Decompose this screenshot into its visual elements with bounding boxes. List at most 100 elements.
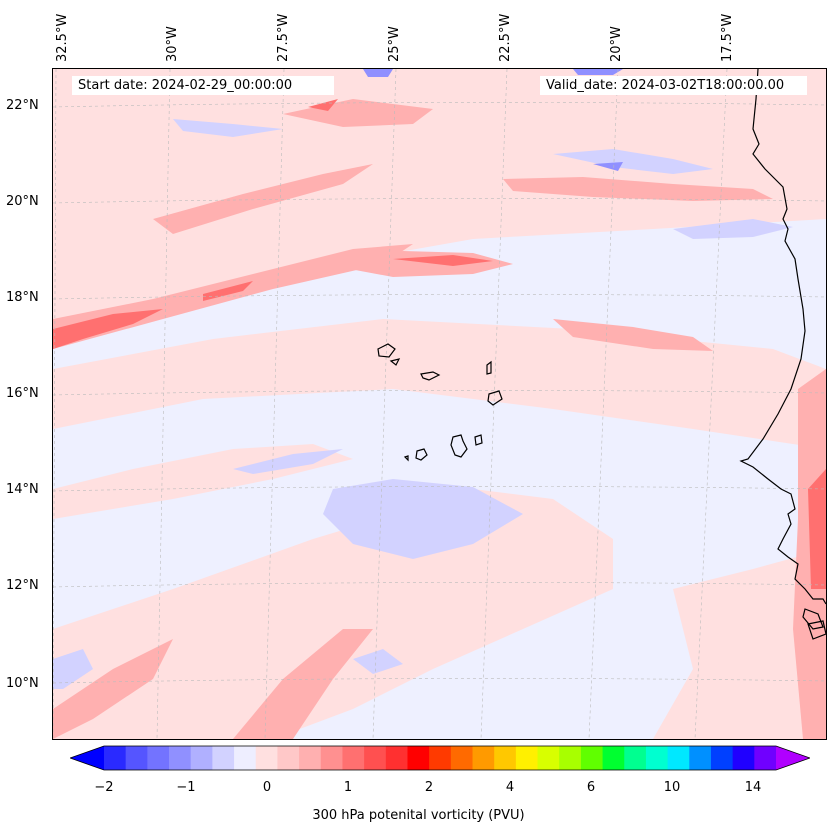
- valid-date-label: Valid_date: 2024-03-02T18:00:00.00: [540, 76, 807, 95]
- graticule-parallel: [53, 678, 826, 684]
- cape-verde-island: [486, 360, 492, 375]
- pv-streak-moderate-positive: [553, 319, 713, 351]
- graticule-parallel: [53, 294, 826, 300]
- pv-patch-light-negative: [53, 649, 93, 689]
- lon-label: 30°W: [165, 26, 180, 62]
- colorbar-swatch: [125, 746, 148, 770]
- lon-label: 25°W: [387, 26, 402, 62]
- lat-label: 20°N: [6, 194, 39, 209]
- lat-label: 14°N: [6, 482, 39, 497]
- start-date-label: Start date: 2024-02-29_00:00:00: [72, 76, 334, 95]
- colorbar-swatch: [710, 746, 734, 770]
- colorbar-tick-label: 1: [343, 780, 353, 795]
- colorbar-swatch: [689, 746, 712, 770]
- colorbar-swatch: [169, 746, 192, 770]
- colorbar-swatch: [515, 746, 539, 770]
- pv-patch-moderate-negative: [573, 69, 623, 75]
- colorbar-tick-label: 4: [505, 780, 515, 795]
- colorbar-swatch: [667, 746, 690, 770]
- colorbar-swatch: [320, 746, 343, 770]
- colorbar-tick-label: −2: [94, 780, 114, 795]
- pv-streak-moderate-positive: [793, 369, 826, 739]
- colorbar-swatch: [472, 746, 495, 770]
- pv-core-strong-positive: [808, 469, 826, 589]
- pv-contours: [53, 69, 826, 739]
- colorbar-swatch: [645, 746, 669, 770]
- pv-streak-moderate-positive: [53, 244, 413, 349]
- colorbar-swatch: [299, 746, 322, 770]
- colorbar-tick-label: 2: [424, 780, 434, 795]
- lon-label: 17.5°W: [720, 13, 735, 62]
- colorbar-outline: [70, 745, 810, 771]
- colorbar-swatch: [494, 746, 517, 770]
- colorbar-swatch: [385, 746, 408, 770]
- colorbar-label: 300 hPa potenital vorticity (PVU): [312, 808, 525, 823]
- lat-label: 12°N: [6, 578, 39, 593]
- pv-streak-moderate-positive: [233, 629, 373, 739]
- pv-core-strong-positive: [53, 309, 163, 349]
- lon-label: 20°W: [609, 26, 624, 62]
- colorbar-tick-label: −1: [176, 780, 196, 795]
- cape-verde-island: [389, 358, 401, 366]
- graticule-parallel: [53, 198, 826, 204]
- africa-coastline-islands: [802, 608, 826, 640]
- lat-label: 16°N: [6, 386, 39, 401]
- pv-patch-light-negative: [173, 119, 283, 137]
- pv-streak-moderate-positive: [53, 639, 173, 739]
- pv-core-strong-positive: [393, 255, 493, 266]
- pv-region-light-positive: [653, 549, 826, 739]
- coastlines: [377, 69, 826, 640]
- cape-verde-island: [377, 343, 396, 358]
- colorbar-swatch: [364, 746, 387, 770]
- colorbar-swatch: [104, 746, 127, 770]
- graticule-meridian: [156, 69, 171, 739]
- graticule-parallel: [53, 102, 826, 108]
- colorbar-swatch: [407, 746, 430, 770]
- lat-label: 22°N: [6, 98, 39, 113]
- lat-label: 18°N: [6, 290, 39, 305]
- colorbar-tick-label: 14: [744, 780, 762, 795]
- colorbar-swatch: [624, 746, 647, 770]
- colorbar-swatch: [754, 746, 777, 770]
- cape-verde-island: [474, 434, 483, 446]
- lon-label: 22.5°W: [498, 13, 513, 62]
- colorbar-swatch: [602, 746, 625, 770]
- colorbar-tick-label: 6: [586, 780, 596, 795]
- lon-label: 27.5°W: [276, 13, 291, 62]
- lon-label: 32.5°W: [55, 13, 70, 62]
- graticule-meridian: [264, 69, 285, 739]
- colorbar-swatch: [277, 746, 300, 770]
- colorbar-swatch: [147, 746, 170, 770]
- graticule-meridian: [53, 69, 57, 739]
- pv-patch-light-negative: [673, 219, 793, 239]
- graticule-parallel: [53, 390, 826, 396]
- colorbar-swatch: [190, 746, 213, 770]
- colorbar-tick-label: 0: [262, 780, 272, 795]
- cape-verde-island: [420, 371, 441, 381]
- colorbar-swatch: [580, 746, 604, 770]
- colorbar-tick-label: 10: [663, 780, 681, 795]
- pv-patch-light-negative: [233, 449, 343, 474]
- colorbar-swatch: [255, 746, 278, 770]
- pv-field-map: [53, 69, 826, 739]
- pv-streak-moderate-positive: [503, 177, 773, 201]
- graticule-meridian: [694, 69, 728, 739]
- graticule-parallel: [53, 486, 826, 492]
- cape-verde-island: [415, 448, 428, 461]
- map-frame: [52, 68, 827, 740]
- cape-verde-island: [403, 455, 409, 462]
- cape-verde-island: [450, 434, 468, 458]
- graticule: [53, 69, 826, 739]
- pv-region-light-positive: [53, 319, 826, 449]
- colorbar: [70, 745, 810, 771]
- africa-coastline: [739, 69, 826, 605]
- graticule-parallel: [53, 582, 826, 588]
- cape-verde-island: [487, 390, 503, 406]
- graticule-meridian: [588, 69, 619, 739]
- colorbar-swatch: [212, 746, 235, 770]
- pv-patch-light-negative: [553, 149, 713, 174]
- pv-region-light-positive: [53, 489, 613, 739]
- colorbar-extend-min: [70, 746, 104, 770]
- pv-patch-moderate-negative: [593, 162, 623, 171]
- pv-patch-light-negative: [353, 649, 403, 674]
